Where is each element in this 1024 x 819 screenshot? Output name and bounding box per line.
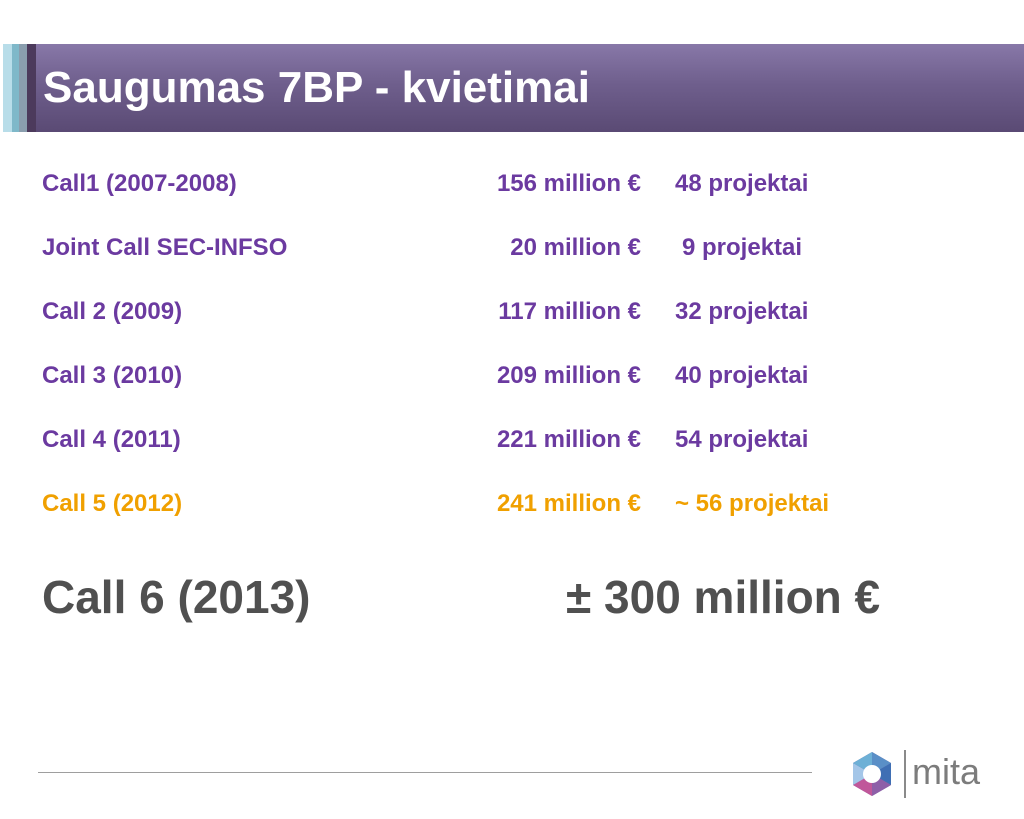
accent-stripe	[3, 44, 12, 132]
title-band	[36, 44, 1024, 132]
call-row: Joint Call SEC-INFSO 20 million € 9 proj…	[0, 234, 1024, 278]
call-amount: 241 million €	[496, 490, 641, 517]
call-name: Call 5 (2012)	[42, 490, 183, 517]
logo-mark-icon	[853, 752, 891, 796]
call-name: Call 4 (2011)	[42, 426, 181, 453]
call-projects: 32 projektai	[675, 298, 809, 325]
accent-stripe	[12, 44, 19, 132]
logo-divider	[904, 750, 906, 798]
call-name: Call 2 (2009)	[42, 298, 183, 325]
call-amount: 117 million €	[498, 298, 641, 325]
accent-stripe	[19, 44, 27, 132]
title-bar: Saugumas 7BP - kvietimai	[0, 44, 1024, 132]
call-row: Call 3 (2010) 209 million € 40 projektai	[0, 362, 1024, 406]
accent-stripe	[27, 44, 36, 132]
call-projects: 40 projektai	[675, 362, 809, 389]
upcoming-call-amount: ± 300 million €	[566, 571, 881, 623]
call-amount: 20 million €	[510, 234, 641, 261]
page-title: Saugumas 7BP - kvietimai	[43, 63, 590, 112]
call-row-current: Call 5 (2012) 241 million € ~ 56 projekt…	[0, 490, 1024, 534]
call-name: Call 3 (2010)	[42, 362, 183, 389]
call-amount: 209 million €	[496, 362, 641, 389]
call-projects: ~ 56 projektai	[675, 490, 830, 517]
call-amount: 156 million €	[496, 170, 641, 197]
mita-logo: mita	[846, 748, 996, 802]
logo-text: mita	[912, 751, 981, 792]
call-row: Call1 (2007-2008) 156 million € 48 proje…	[0, 170, 1024, 214]
upcoming-call-name: Call 6 (2013)	[42, 571, 311, 623]
call-name: Joint Call SEC-INFSO	[42, 234, 288, 261]
call-projects: 9 projektai	[682, 234, 803, 261]
call-row: Call 2 (2009) 117 million € 32 projektai	[0, 298, 1024, 342]
footer-divider	[38, 772, 812, 773]
call-projects: 48 projektai	[675, 170, 809, 197]
call-row: Call 4 (2011) 221 million € 54 projektai	[0, 426, 1024, 470]
call-projects: 54 projektai	[675, 426, 809, 453]
call-amount: 221 million €	[496, 426, 641, 453]
call-name: Call1 (2007-2008)	[42, 170, 237, 197]
